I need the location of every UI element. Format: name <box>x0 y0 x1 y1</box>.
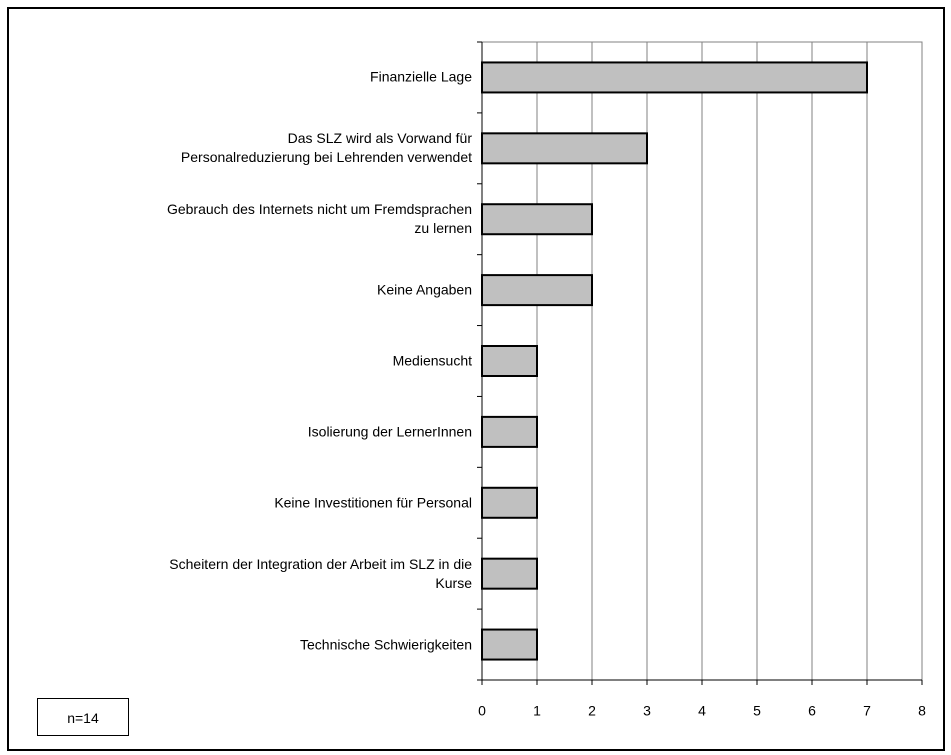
y-tick-label: Keine Angaben <box>377 281 472 298</box>
annotation: n=14 <box>37 698 129 736</box>
bar <box>481 628 538 661</box>
bar <box>481 557 538 590</box>
y-tick-label: Gebrauch des Internets nicht um Fremdspr… <box>166 201 472 237</box>
y-tick-label: Das SLZ wird als Vorwand für Personalred… <box>180 130 472 166</box>
y-tick-label: Scheitern der Integration der Arbeit im … <box>169 555 472 591</box>
x-tick-label: 7 <box>863 703 871 719</box>
x-tick-label: 5 <box>753 703 761 719</box>
y-tick-label: Isolierung der LernerInnen <box>307 423 472 440</box>
bar <box>481 203 593 236</box>
x-tick-label: 6 <box>808 703 816 719</box>
x-tick-label: 2 <box>588 703 596 719</box>
y-tick-label: Technische Schwierigkeiten <box>300 636 472 653</box>
x-tick-label: 0 <box>478 703 486 719</box>
y-tick-label: Mediensucht <box>392 352 472 369</box>
y-tick-label: Keine Investitionen für Personal <box>274 494 472 511</box>
bar <box>481 132 648 165</box>
x-tick-label: 4 <box>698 703 706 719</box>
bar <box>481 274 593 307</box>
bar <box>481 345 538 377</box>
x-tick-label: 3 <box>643 703 651 719</box>
bar <box>481 415 538 448</box>
bar <box>481 486 538 519</box>
x-tick-label: 8 <box>918 703 926 719</box>
x-tick-label: 1 <box>533 703 541 719</box>
bar <box>481 61 868 94</box>
y-tick-label: Finanzielle Lage <box>370 68 472 85</box>
frame <box>7 7 945 751</box>
